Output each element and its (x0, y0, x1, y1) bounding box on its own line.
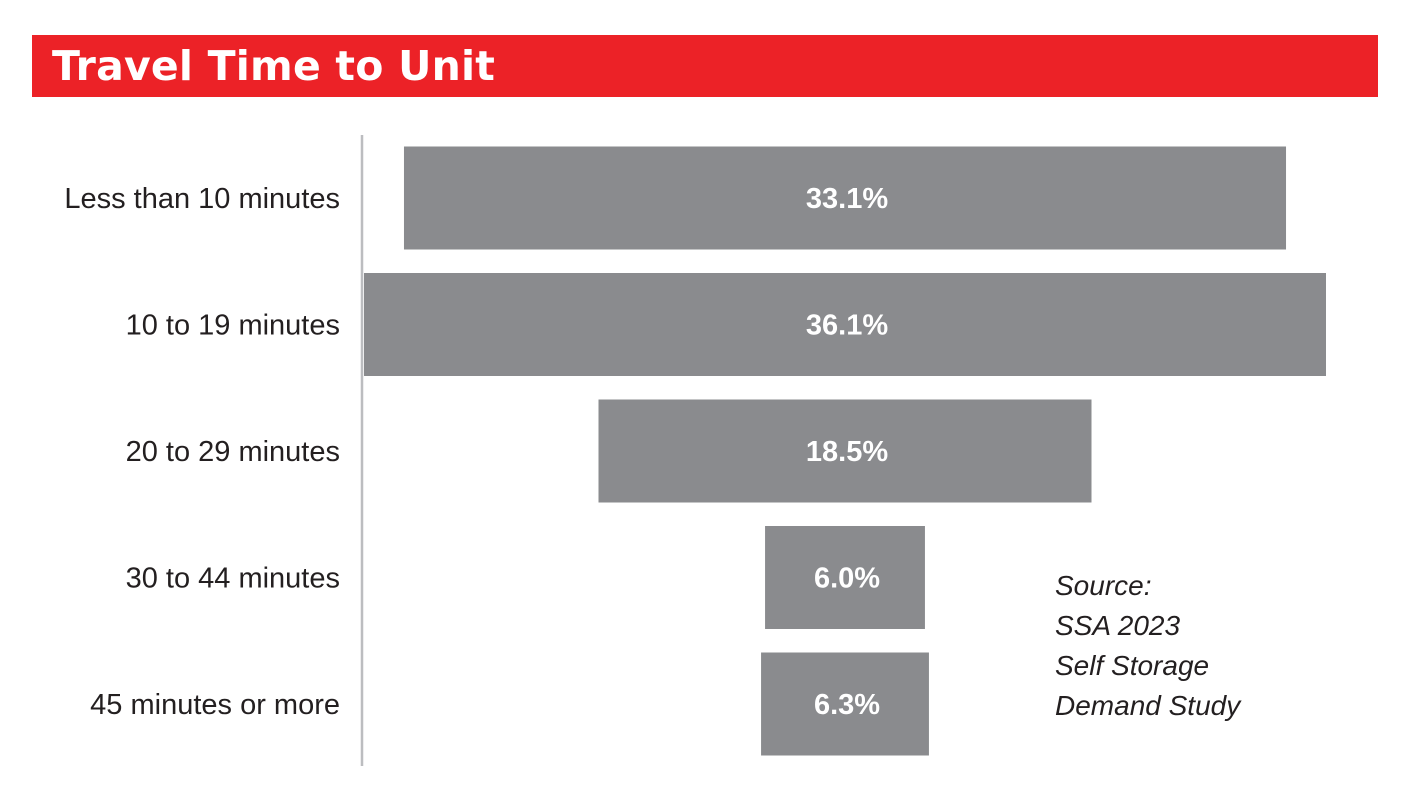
bar (403, 146, 1287, 250)
bar (364, 273, 1326, 376)
bar-value-label: 36.1% (806, 310, 888, 342)
chart-title: Travel Time to Unit (52, 42, 496, 90)
source-line: Self Storage (1055, 650, 1210, 681)
category-label: 20 to 29 minutes (126, 436, 340, 468)
source-line: SSA 2023 (1055, 610, 1181, 641)
bar (598, 399, 1092, 503)
title-banner: Travel Time to Unit (32, 35, 1378, 97)
source-line: Source: (1055, 570, 1152, 601)
category-label: 30 to 44 minutes (126, 563, 340, 595)
bar-value-label: 18.5% (806, 436, 888, 468)
source-line: Demand Study (1055, 690, 1241, 721)
bar-value-label: 6.0% (814, 563, 880, 595)
category-label: 45 minutes or more (90, 689, 340, 721)
source-note: Source: SSA 2023 Self Storage Demand Study (1055, 566, 1240, 726)
bar (761, 652, 929, 756)
category-label: Less than 10 minutes (64, 183, 340, 215)
bar-value-label: 6.3% (814, 689, 880, 721)
bar (765, 526, 925, 629)
bar-value-label: 33.1% (806, 183, 888, 215)
category-label: 10 to 19 minutes (126, 310, 340, 342)
